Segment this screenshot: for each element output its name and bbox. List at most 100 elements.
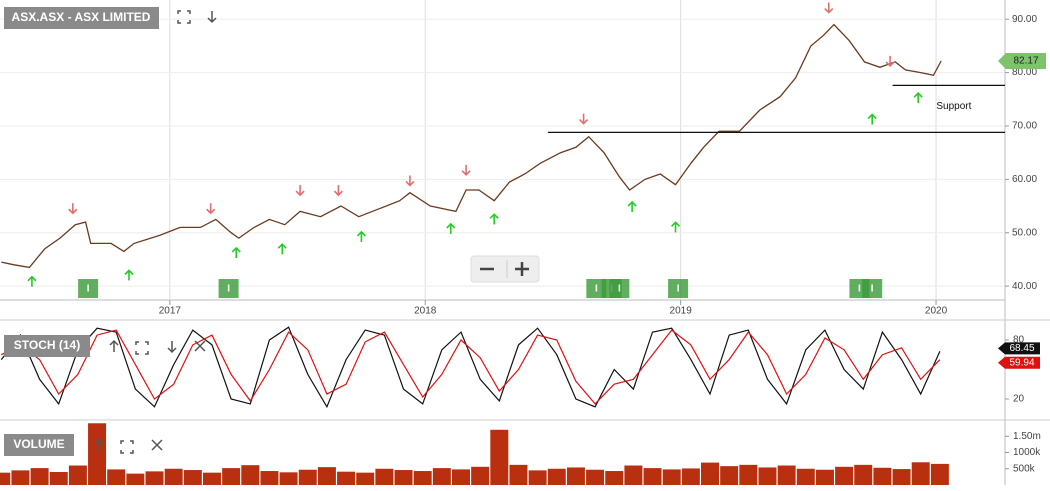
bar	[720, 466, 739, 485]
bar	[815, 469, 834, 485]
bar	[68, 465, 87, 485]
sell-signal	[333, 185, 343, 197]
buy-signal	[489, 213, 499, 225]
event-label: I	[858, 284, 861, 295]
title-box	[4, 7, 159, 29]
zoom-control[interactable]	[470, 255, 540, 283]
bar	[490, 429, 509, 485]
bar	[145, 471, 164, 485]
y-tick-label: 70.00	[1012, 121, 1037, 132]
buy-signal	[627, 200, 637, 213]
bar	[126, 473, 145, 485]
bar	[586, 469, 605, 485]
panel-icons[interactable]	[94, 438, 163, 454]
value-tag-label: 59.94	[1009, 357, 1034, 368]
event-marker	[609, 279, 630, 298]
y-tick-label: 40.00	[1012, 281, 1037, 292]
bar	[547, 468, 566, 485]
x-tick-label: 2018	[414, 306, 437, 317]
bar	[375, 468, 394, 485]
bar	[11, 470, 30, 485]
bar	[0, 472, 11, 485]
x-tick-label: 2020	[925, 306, 948, 317]
y-tick-label: 50.00	[1012, 227, 1037, 238]
last-price-tag	[998, 53, 1046, 70]
buy-signal	[356, 230, 366, 242]
last-price-label: 82.17	[1013, 56, 1038, 67]
sell-signal	[824, 2, 834, 14]
bar	[279, 472, 298, 485]
bar	[260, 471, 279, 485]
bar	[605, 471, 624, 485]
buy-signal	[277, 243, 287, 255]
bar	[107, 469, 126, 485]
bar	[241, 465, 260, 485]
bar	[624, 465, 643, 485]
y-tick-label: 60.00	[1012, 174, 1037, 185]
y-tick-label: 90.00	[1012, 14, 1037, 25]
bar	[873, 467, 892, 485]
event-marker	[586, 279, 607, 298]
bar	[662, 469, 681, 485]
bar	[892, 469, 911, 485]
y-tick-label: 1.50m	[1013, 431, 1041, 442]
bar	[394, 470, 413, 485]
bar	[202, 472, 221, 485]
bar	[566, 467, 585, 485]
buy-signal	[867, 113, 877, 125]
buy-signal	[231, 246, 241, 258]
bar	[854, 464, 873, 485]
bar	[643, 468, 662, 485]
sell-signal	[579, 113, 589, 125]
bar	[739, 464, 758, 485]
buy-signal	[913, 92, 923, 104]
sell-signal	[461, 164, 471, 176]
buy-signal	[446, 222, 456, 234]
bar	[451, 469, 470, 485]
bar	[528, 470, 547, 485]
bar	[413, 471, 432, 485]
sell-signal	[68, 203, 78, 215]
buy-signal	[124, 269, 134, 281]
annotation: Support	[936, 101, 971, 112]
sell-signal	[885, 55, 895, 68]
event-marker	[668, 279, 689, 298]
series-line	[1, 329, 941, 405]
y-tick-label: 1000k	[1013, 447, 1041, 458]
title-box	[4, 335, 90, 357]
value-tag-label: 68.45	[1009, 343, 1034, 354]
bar	[88, 423, 107, 485]
bar	[164, 468, 183, 485]
bar	[432, 468, 451, 485]
bar	[796, 468, 815, 485]
bar	[30, 468, 49, 485]
bar	[701, 462, 720, 485]
sell-signal	[295, 185, 305, 197]
bar	[509, 464, 528, 485]
bar	[835, 466, 854, 485]
value-tag	[998, 342, 1040, 355]
bar	[317, 467, 336, 485]
event-marker	[78, 279, 99, 298]
bar	[911, 462, 930, 485]
bar	[183, 470, 202, 485]
bar	[758, 467, 777, 485]
x-tick-label: 2017	[159, 306, 182, 317]
event-label: I	[871, 284, 874, 295]
bar	[471, 466, 490, 485]
toolbar-icons[interactable]	[177, 10, 217, 24]
buy-signal	[27, 275, 37, 287]
event-marker	[862, 279, 883, 298]
bar	[681, 468, 700, 485]
y-tick-label: 80.00	[1012, 67, 1037, 78]
bar	[298, 469, 317, 485]
event-label: I	[595, 284, 598, 295]
y-tick-label: 500k	[1013, 463, 1036, 474]
panel-icons[interactable]	[109, 339, 206, 355]
sell-signal	[206, 203, 216, 215]
event-label: I	[87, 284, 90, 295]
bar	[222, 468, 241, 485]
